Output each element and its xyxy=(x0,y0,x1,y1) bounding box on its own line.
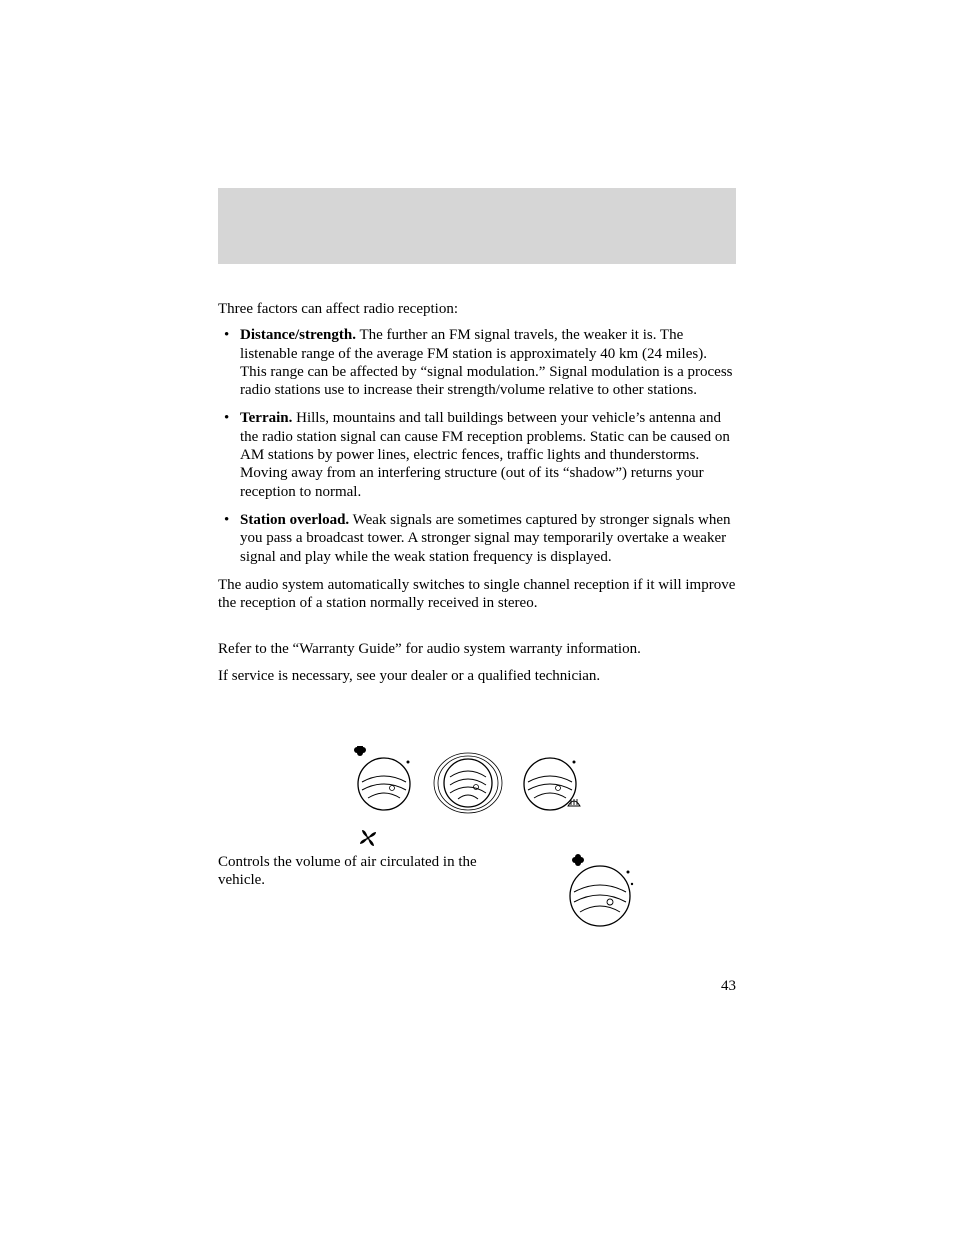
list-item: Station overload. Weak signals are somet… xyxy=(240,511,736,566)
intro-paragraph: Three factors can affect radio reception… xyxy=(218,300,736,318)
mode-dial-icon xyxy=(428,743,508,826)
factors-list: Distance/strength. The further an FM sig… xyxy=(218,326,736,566)
header-bar xyxy=(218,188,736,264)
bullet-head: Distance/strength. xyxy=(240,327,356,343)
stereo-note: The audio system automatically switches … xyxy=(218,576,736,613)
fan-dial-icon xyxy=(348,746,420,823)
fan-description: Controls the volume of air circulated in… xyxy=(218,853,518,890)
bullet-head: Station overload. xyxy=(240,512,349,528)
body-content: Three factors can affect radio reception… xyxy=(218,300,736,693)
temp-dial-icon xyxy=(516,746,588,823)
climate-dial-row xyxy=(348,744,588,824)
list-item: Terrain. Hills, mountains and tall build… xyxy=(240,409,736,500)
fan-dial-detail-icon xyxy=(560,854,640,939)
bullet-body: Hills, mountains and tall buildings betw… xyxy=(240,410,730,499)
service-note: If service is necessary, see your dealer… xyxy=(218,667,736,685)
document-page: Three factors can affect radio reception… xyxy=(0,0,954,1235)
warranty-note: Refer to the “Warranty Guide” for audio … xyxy=(218,640,736,658)
fan-section: Controls the volume of air circulated in… xyxy=(218,828,736,890)
fan-icon xyxy=(358,828,378,848)
bullet-head: Terrain. xyxy=(240,410,292,426)
list-item: Distance/strength. The further an FM sig… xyxy=(240,326,736,399)
page-number: 43 xyxy=(721,978,736,995)
